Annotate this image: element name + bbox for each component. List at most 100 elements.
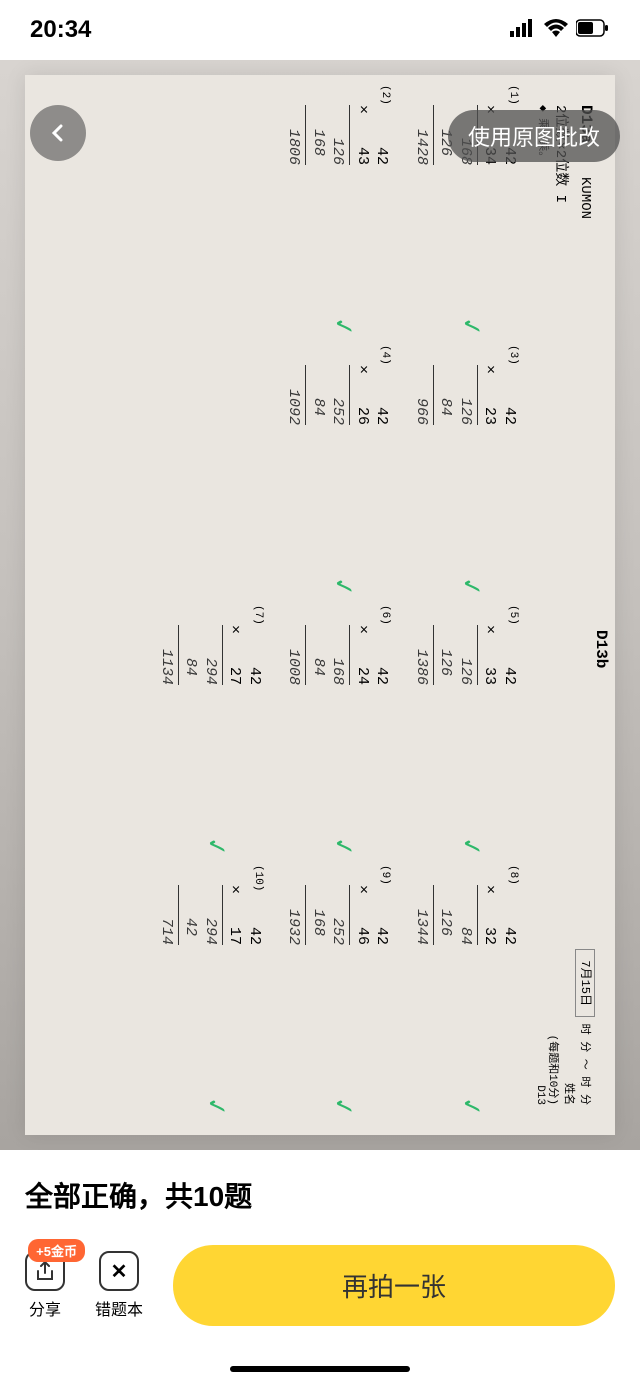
multiplier: ×33 xyxy=(480,625,500,685)
multiplier: ×23 xyxy=(480,365,500,425)
multiplier: ×26 xyxy=(353,365,373,425)
problems-grid: (1) 42 ×34 168 126 1428 ✓ (3) 42 ×23 126… xyxy=(157,105,520,1105)
check-icon: ✓ xyxy=(325,1095,362,1118)
multiplicand: 42 xyxy=(500,625,520,685)
problem: (8) 42 ×32 84 126 1344 ✓ xyxy=(412,885,520,1105)
actions-row: +5金币 分享 ✕ 错题本 再拍一张 xyxy=(25,1245,615,1326)
problem: (3) 42 ×23 126 84 966 ✓ xyxy=(412,365,520,585)
problem-number: (8) xyxy=(507,865,519,885)
share-label: 分享 xyxy=(29,1296,61,1320)
problem-number: (7) xyxy=(252,605,264,625)
partial-1: 294 xyxy=(201,885,224,945)
multiplier: ×43 xyxy=(353,105,373,165)
multiplicand: 42 xyxy=(245,625,265,685)
problem-number: (3) xyxy=(507,345,519,365)
partial-2: 84 xyxy=(309,365,329,425)
multiplicand: 42 xyxy=(500,365,520,425)
check-icon: ✓ xyxy=(453,835,490,858)
battery-icon xyxy=(576,16,610,44)
status-bar: 20:34 xyxy=(0,0,640,60)
check-icon: ✓ xyxy=(325,835,362,858)
status-time: 20:34 xyxy=(30,16,91,44)
errorbook-button[interactable]: ✕ 错题本 xyxy=(95,1251,143,1320)
problem: (10) 42 ×17 294 42 714 ✓ xyxy=(157,885,265,1105)
multiplier: ×24 xyxy=(353,625,373,685)
answer: 714 xyxy=(157,885,180,945)
partial-2: 84 xyxy=(309,625,329,685)
worksheet-paper: D13a KUMON 2位数×2位数 I ◆ 乘一乘。 7月15日 时 分 ～ … xyxy=(25,75,615,1135)
share-button[interactable]: +5金币 分享 xyxy=(25,1251,65,1320)
check-icon: ✓ xyxy=(198,835,235,858)
answer: 1806 xyxy=(284,105,307,165)
partial-1: 126 xyxy=(328,105,351,165)
photo-viewport: 使用原图批改 D13a KUMON 2位数×2位数 I ◆ 乘一乘。 7月15日… xyxy=(0,60,640,1150)
problem: (7) 42 ×27 294 84 1134 ✓ xyxy=(157,625,265,845)
partial-2: 126 xyxy=(436,885,456,945)
answer: 1344 xyxy=(412,885,435,945)
partial-1: 252 xyxy=(328,365,351,425)
partial-2: 42 xyxy=(181,885,201,945)
problem: (2) 42 ×43 126 168 1806 ✓ xyxy=(284,105,392,325)
problem: (5) 42 ×33 126 126 1386 ✓ xyxy=(412,625,520,845)
problem xyxy=(157,105,265,325)
check-icon: ✓ xyxy=(453,1095,490,1118)
partial-2: 168 xyxy=(309,885,329,945)
section-b-id: D13b xyxy=(592,630,610,668)
partial-2: 84 xyxy=(181,625,201,685)
answer: 966 xyxy=(412,365,435,425)
answer: 1386 xyxy=(412,625,435,685)
result-text: 全部正确，共10题 xyxy=(25,1175,615,1215)
wifi-icon xyxy=(544,16,568,44)
problem-number: (5) xyxy=(507,605,519,625)
answer: 1008 xyxy=(284,625,307,685)
check-icon: ✓ xyxy=(325,315,362,338)
partial-1: 294 xyxy=(201,625,224,685)
problem-number: (4) xyxy=(380,345,392,365)
check-icon: ✓ xyxy=(198,1095,235,1118)
check-icon: ✓ xyxy=(325,575,362,598)
problem xyxy=(157,365,265,585)
partial-1: 84 xyxy=(456,885,479,945)
multiplier: ×32 xyxy=(480,885,500,945)
brand-label: KUMON xyxy=(577,177,593,219)
answer: 1092 xyxy=(284,365,307,425)
partial-1: 126 xyxy=(456,625,479,685)
retake-button[interactable]: 再拍一张 xyxy=(173,1245,615,1326)
home-indicator[interactable] xyxy=(230,1366,410,1372)
problem-number: (10) xyxy=(252,865,264,891)
bottom-bar: 全部正确，共10题 +5金币 分享 ✕ 错题本 再拍一张 xyxy=(0,1150,640,1384)
multiplier: ×46 xyxy=(353,885,373,945)
partial-1: 168 xyxy=(328,625,351,685)
partial-1: 126 xyxy=(456,365,479,425)
problem-number: (2) xyxy=(380,85,392,105)
status-icons xyxy=(510,16,610,44)
check-icon: ✓ xyxy=(453,315,490,338)
time-label: 时 分 ～ 时 分 xyxy=(578,1024,590,1105)
problem-number: (9) xyxy=(380,865,392,885)
answer: 1428 xyxy=(412,105,435,165)
back-button[interactable] xyxy=(30,105,86,161)
coin-badge: +5金币 xyxy=(28,1239,85,1262)
partial-1: 252 xyxy=(328,885,351,945)
multiplicand: 42 xyxy=(372,625,392,685)
partial-2: 126 xyxy=(436,625,456,685)
problem-number: (1) xyxy=(507,85,519,105)
multiplier: ×27 xyxy=(225,625,245,685)
page-code: D13 xyxy=(534,949,546,1105)
check-icon: ✓ xyxy=(453,575,490,598)
partial-2: 168 xyxy=(309,105,329,165)
problem: (4) 42 ×26 252 84 1092 ✓ xyxy=(284,365,392,585)
multiplicand: 42 xyxy=(372,885,392,945)
multiplicand: 42 xyxy=(245,885,265,945)
use-original-button[interactable]: 使用原图批改 xyxy=(448,110,620,162)
multiplicand: 42 xyxy=(372,105,392,165)
date-box: 7月15日 xyxy=(575,949,595,1017)
partial-2: 84 xyxy=(436,365,456,425)
score-label: (每题和10分) xyxy=(546,949,562,1105)
signal-icon xyxy=(510,16,536,44)
multiplicand: 42 xyxy=(500,885,520,945)
errorbook-label: 错题本 xyxy=(95,1296,143,1320)
problem-number: (6) xyxy=(380,605,392,625)
multiplicand: 42 xyxy=(372,365,392,425)
problem: (9) 42 ×46 252 168 1932 ✓ xyxy=(284,885,392,1105)
